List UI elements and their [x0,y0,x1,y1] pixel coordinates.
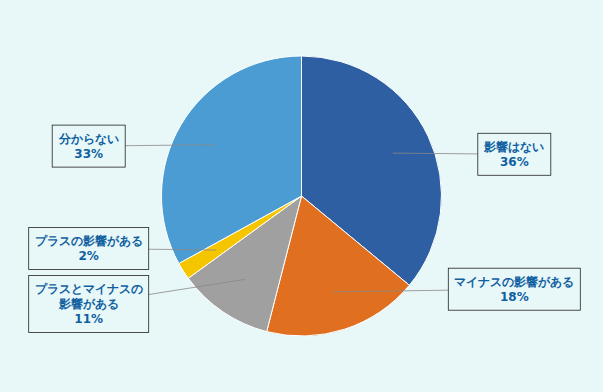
label-frame [448,268,580,310]
category-label: 影響はない [483,140,544,154]
label-frame [52,125,125,167]
background [0,0,603,392]
slices [161,56,441,336]
percent-label: 18% [500,290,529,304]
category-label: マイナスの影響がある [454,275,574,289]
label-box: 影響はない36% [478,133,551,175]
percent-label: 11% [74,312,103,326]
pie-slice [161,56,301,263]
category-label-line: プラスの影響がある [35,234,143,248]
percent-label: 33% [74,147,103,161]
percent-label: 36% [500,155,529,169]
category-label-line: 影響はない [483,140,544,154]
label-box: 分からない33% [52,125,125,167]
labels: 影響はない36%マイナスの影響がある18%プラスとマイナスの影響がある11%プラ… [29,125,581,332]
label-box: マイナスの影響がある18% [448,268,580,310]
label-box: プラスとマイナスの影響がある11% [29,276,149,333]
category-label-line: マイナスの影響がある [454,275,574,289]
category-label-line: 影響がある [58,297,119,311]
percent-label: 2% [79,249,99,263]
label-box: プラスの影響がある2% [29,228,149,270]
label-frame [478,133,551,175]
category-label-line: プラスとマイナスの [35,282,143,296]
pie-root: 影響はない36%マイナスの影響がある18%プラスとマイナスの影響がある11%プラ… [29,56,581,336]
label-frame [29,228,149,270]
label-frame [29,276,149,333]
chart-svg: 影響はない36%マイナスの影響がある18%プラスとマイナスの影響がある11%プラ… [0,0,603,392]
category-label-line: 分からない [58,132,119,146]
category-label: プラスとマイナスの影響がある [35,282,143,311]
category-label: プラスの影響がある [35,234,143,248]
category-label: 分からない [58,132,119,146]
